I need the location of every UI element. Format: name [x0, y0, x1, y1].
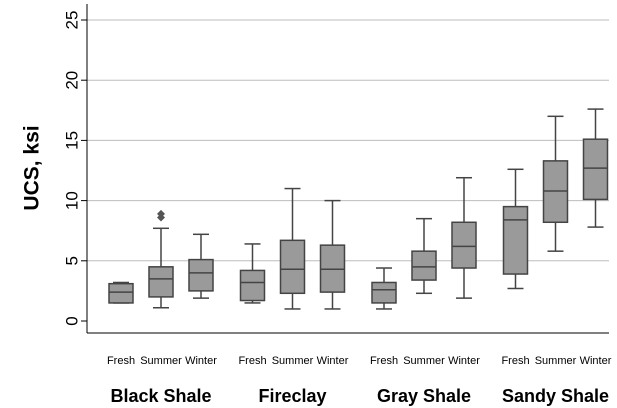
box-summer — [411, 217, 437, 295]
box-iqr — [411, 250, 437, 281]
grid-lines — [87, 19, 609, 262]
y-tick-label: 25 — [63, 11, 82, 30]
season-label: Summer — [140, 355, 182, 367]
box-iqr — [371, 281, 397, 304]
box-summer — [542, 115, 569, 252]
season-label: Fresh — [107, 355, 135, 367]
box-iqr — [451, 221, 477, 269]
y-tick-label: 5 — [63, 256, 82, 265]
group-label: Sandy Shale — [502, 386, 609, 406]
group-fireclay — [239, 187, 346, 310]
group-label: Gray Shale — [377, 386, 471, 406]
box-iqr — [108, 282, 134, 304]
group-gray-shale — [371, 176, 477, 310]
season-label: Winter — [448, 355, 480, 367]
y-tick-label: 0 — [63, 316, 82, 325]
box-iqr — [279, 239, 306, 295]
box-winter — [451, 176, 477, 299]
season-label: Fresh — [370, 355, 398, 367]
season-label: Fresh — [238, 355, 266, 367]
season-label: Summer — [535, 355, 577, 367]
season-label: Summer — [272, 355, 314, 367]
box-winter — [319, 199, 346, 310]
group-label: Fireclay — [258, 386, 326, 406]
box-winter — [582, 108, 609, 228]
box-iqr — [502, 205, 529, 275]
group-label: Black Shale — [110, 386, 211, 406]
box-winter — [188, 233, 214, 299]
y-tick-label: 10 — [63, 191, 82, 210]
season-label: Winter — [185, 355, 217, 367]
box-fresh — [371, 267, 397, 310]
season-label: Summer — [403, 355, 445, 367]
outlier-point — [157, 209, 165, 218]
box-fresh — [502, 168, 529, 290]
box-summer — [148, 209, 174, 309]
box-iqr — [239, 269, 266, 302]
box-fresh — [239, 243, 266, 304]
y-tick-label: 20 — [63, 71, 82, 90]
season-label: Winter — [317, 355, 349, 367]
axes — [81, 3, 609, 334]
box-iqr — [582, 138, 609, 201]
season-label: Winter — [580, 355, 612, 367]
group-sandy-shale — [502, 108, 609, 290]
season-label: Fresh — [501, 355, 529, 367]
box-iqr — [148, 266, 174, 298]
y-tick-label: 15 — [63, 131, 82, 150]
y-axis-label: UCS, ksi — [21, 125, 44, 210]
box-series — [108, 108, 609, 310]
box-summer — [279, 187, 306, 310]
group-black-shale — [108, 209, 214, 309]
box-fresh — [108, 281, 134, 304]
box-iqr — [188, 258, 214, 292]
